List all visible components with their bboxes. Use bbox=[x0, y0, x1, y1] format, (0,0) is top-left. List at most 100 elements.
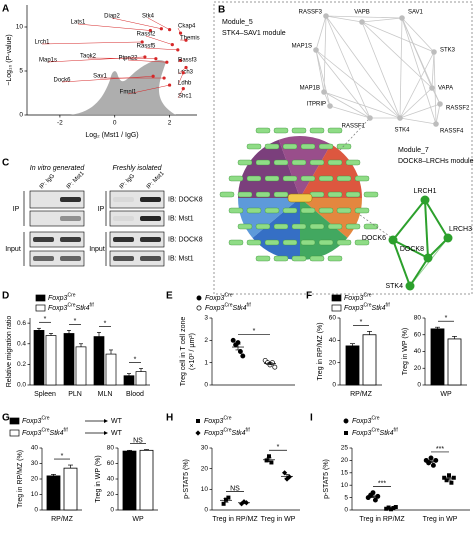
legend-label: Foxp3Cre bbox=[344, 293, 372, 302]
data-point bbox=[442, 475, 447, 480]
superscript: Cre bbox=[67, 303, 75, 309]
node-label: MAP1S bbox=[292, 44, 312, 50]
gene-node bbox=[246, 175, 262, 182]
network-edge bbox=[323, 15, 327, 93]
blot-label: IB: DOCK8 bbox=[168, 196, 203, 203]
blot bbox=[109, 210, 165, 227]
x-tick-label: 2 bbox=[168, 120, 172, 127]
legend-marker bbox=[196, 295, 202, 301]
superscript: Cre bbox=[41, 428, 49, 434]
gene-node bbox=[237, 159, 253, 166]
bar bbox=[75, 346, 87, 386]
gene-node bbox=[309, 159, 325, 166]
gene-point bbox=[181, 71, 185, 75]
network-node bbox=[313, 47, 319, 53]
gene-node bbox=[345, 159, 361, 166]
gene-node bbox=[246, 207, 262, 214]
cluster-sector bbox=[300, 144, 362, 198]
leader-line bbox=[41, 41, 143, 45]
y-tick-label: 20 bbox=[329, 359, 337, 366]
node-label: STK4 bbox=[385, 283, 403, 290]
blot-label: IB: Mst1 bbox=[168, 215, 194, 222]
node-label: LRCH1 bbox=[414, 188, 437, 195]
y-tick-label: 20 bbox=[201, 465, 209, 472]
band bbox=[113, 237, 134, 242]
gene-node bbox=[273, 191, 289, 198]
node-label: ITPRIP bbox=[307, 102, 326, 108]
blot bbox=[29, 190, 85, 209]
network-edge bbox=[401, 17, 437, 125]
network-edge bbox=[323, 91, 401, 119]
legend-marker bbox=[195, 430, 201, 436]
gene-node bbox=[336, 239, 352, 246]
leader-line bbox=[177, 67, 187, 75]
y-tick-label: 20 bbox=[414, 365, 422, 372]
network-edge bbox=[361, 21, 435, 53]
data-point bbox=[430, 462, 436, 468]
leader-line bbox=[145, 47, 178, 51]
bar bbox=[63, 467, 78, 511]
y-axis-title: Treg in WP (%) bbox=[402, 328, 409, 375]
gene-label: Lrch3 bbox=[178, 70, 194, 76]
network-edge bbox=[315, 15, 327, 51]
data-point bbox=[272, 364, 278, 370]
gene-node bbox=[255, 191, 271, 198]
significance-label: * bbox=[360, 319, 363, 326]
legend-label: Foxp3CreStk4f/f bbox=[204, 428, 250, 437]
network-edge bbox=[399, 87, 433, 119]
y-axis-title: Treg in RP/MZ (%) bbox=[317, 322, 324, 380]
y-tick-label: 0 bbox=[34, 507, 38, 514]
panel-letter: D bbox=[2, 291, 9, 302]
network-edge bbox=[315, 49, 325, 93]
network-node bbox=[388, 235, 398, 245]
network-edge bbox=[361, 21, 433, 89]
gene-label: Map1s bbox=[39, 58, 57, 64]
x-tick-label: MLN bbox=[98, 391, 113, 398]
module-subtitle: STK4–SAV1 module bbox=[222, 30, 286, 37]
gene-node bbox=[219, 191, 235, 198]
lane-label: IP: Mst1 bbox=[146, 170, 166, 190]
gene-point bbox=[162, 76, 166, 80]
gene-node bbox=[282, 143, 298, 150]
legend-swatch bbox=[9, 417, 20, 425]
italic-text: Foxp3 bbox=[22, 418, 42, 425]
bar bbox=[33, 330, 45, 386]
italic-text: Stk4 bbox=[50, 430, 64, 437]
italic-text: Foxp3 bbox=[344, 305, 364, 312]
legend-swatch bbox=[35, 294, 46, 302]
gene-label: Diap2 bbox=[104, 14, 120, 20]
network-edge bbox=[424, 199, 449, 239]
italic-text: Stk4 bbox=[372, 305, 386, 312]
band bbox=[113, 216, 134, 221]
gene-node bbox=[291, 159, 307, 166]
network-node bbox=[437, 101, 443, 107]
x-tick-label: Spleen bbox=[34, 391, 56, 398]
gene-node bbox=[282, 175, 298, 182]
significance-label: * bbox=[253, 328, 256, 335]
data-point bbox=[230, 337, 236, 343]
gene-node bbox=[327, 191, 343, 198]
gene-node bbox=[264, 239, 280, 246]
network-edge bbox=[392, 239, 429, 259]
section-label: IP bbox=[98, 206, 105, 213]
gene-label: Shc1 bbox=[178, 94, 192, 100]
gene-node bbox=[309, 127, 325, 134]
data-point bbox=[237, 349, 243, 354]
network-edge bbox=[399, 103, 441, 119]
band bbox=[113, 256, 134, 261]
gene-node bbox=[318, 175, 334, 182]
significance-label: * bbox=[61, 453, 64, 460]
network-edge bbox=[392, 199, 426, 241]
italic-text: Foxp3 bbox=[48, 295, 68, 302]
legend-label: Foxp3Cre bbox=[205, 293, 233, 302]
data-point bbox=[393, 505, 398, 510]
network-node bbox=[323, 13, 329, 19]
significance-label: NS bbox=[133, 437, 143, 444]
blot bbox=[109, 250, 165, 267]
x-tick-label: Treg in RP/MZ bbox=[359, 516, 405, 523]
data-point bbox=[449, 480, 454, 485]
network-node bbox=[431, 49, 437, 55]
gene-label: Fmnl1 bbox=[120, 90, 137, 96]
bar bbox=[362, 334, 377, 386]
panel-letter: H bbox=[166, 413, 173, 424]
